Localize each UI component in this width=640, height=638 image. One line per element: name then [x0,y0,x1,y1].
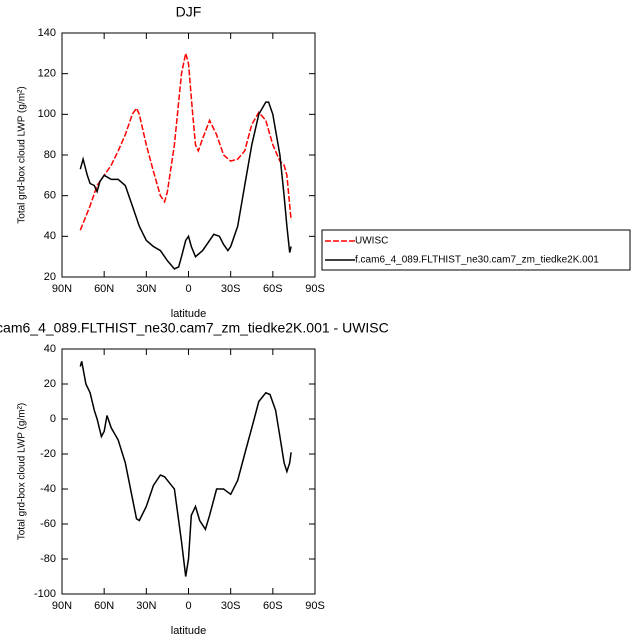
x-tick-label: 60N [94,283,114,295]
data-line [79,361,292,577]
chart-title: DJF [176,4,202,20]
x-tick-label: 60S [263,600,283,612]
x-tick-label: 30S [221,600,241,612]
legend-label: f.cam6_4_089.FLTHIST_ne30.cam7_zm_tiedke… [355,255,599,266]
y-tick-label: 20 [44,378,56,390]
x-tick-label: 60N [94,600,114,612]
y-tick-label: 40 [44,230,56,242]
y-tick-label: 20 [44,271,56,283]
x-tick-label: 30N [136,600,156,612]
x-tick-label: 90N [52,600,72,612]
legend-label: UWISC [355,236,388,247]
y-tick-label: 80 [44,149,56,161]
y-tick-label: 40 [44,343,56,355]
y-axis-label: Total grd-box cloud LWP (g/m²) [17,403,28,540]
y-tick-label: -100 [34,588,56,600]
data-line [79,101,292,270]
chart-title: f.cam6_4_089.FLTHIST_ne30.cam7_zm_tiedke… [0,320,389,336]
y-tick-label: -40 [40,483,56,495]
x-tick-label: 90S [305,283,325,295]
y-tick-label: -60 [40,518,56,530]
y-axis-label: Total grd-box cloud LWP (g/m²) [17,86,28,223]
y-tick-label: 140 [38,27,56,39]
x-axis-label: latitude [171,308,206,320]
y-tick-label: -80 [40,553,56,565]
y-tick-label: 60 [44,190,56,202]
x-tick-label: 60S [263,283,283,295]
y-tick-label: 100 [38,108,56,120]
x-tick-label: 30S [221,283,241,295]
x-tick-label: 0 [185,600,191,612]
x-tick-label: 90N [52,283,72,295]
y-tick-label: 120 [38,68,56,80]
data-line [79,53,292,231]
y-tick-label: 0 [50,413,56,425]
x-axis-label: latitude [171,625,206,637]
x-tick-label: 30N [136,283,156,295]
x-tick-label: 90S [305,600,325,612]
legend-box [321,229,631,271]
x-tick-label: 0 [185,283,191,295]
y-tick-label: -20 [40,448,56,460]
